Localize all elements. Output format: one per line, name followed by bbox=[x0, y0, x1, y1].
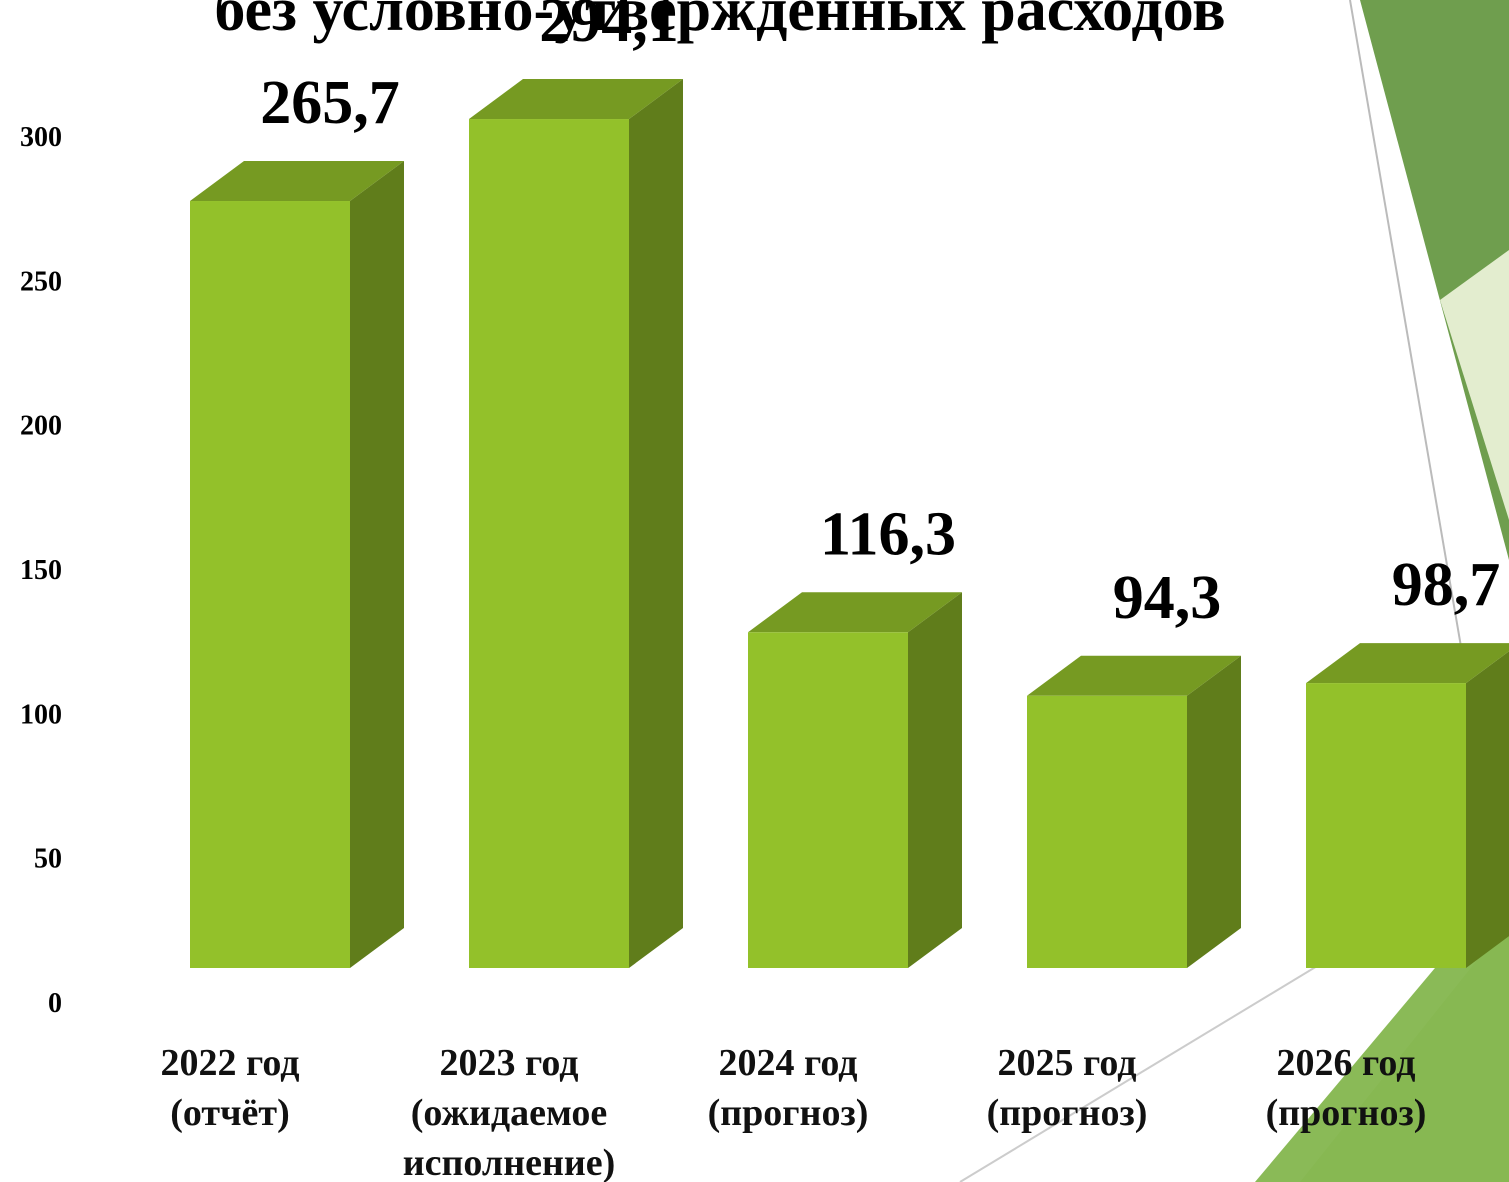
bar bbox=[1027, 695, 1187, 968]
bar-top bbox=[469, 79, 683, 120]
bar-top bbox=[190, 161, 404, 202]
bar-top bbox=[1306, 643, 1509, 684]
y-tick-label: 300 bbox=[20, 122, 62, 153]
bar bbox=[748, 632, 908, 968]
bar-side bbox=[908, 592, 962, 968]
value-label: 98,7 bbox=[1392, 551, 1501, 619]
bar bbox=[469, 119, 629, 969]
bar-side bbox=[350, 161, 404, 968]
y-tick-label: 150 bbox=[20, 555, 62, 586]
value-label: 294,1 bbox=[539, 0, 679, 55]
bar-side bbox=[1187, 655, 1241, 968]
bar bbox=[190, 201, 350, 968]
bar-side bbox=[629, 79, 683, 969]
y-tick-label: 50 bbox=[34, 844, 62, 875]
value-label: 116,3 bbox=[820, 500, 956, 568]
y-tick-label: 0 bbox=[48, 988, 62, 1019]
bar-top bbox=[748, 592, 962, 633]
bar-side bbox=[1466, 651, 1509, 968]
y-tick-label: 200 bbox=[20, 411, 62, 442]
x-tick-label: 2024 год (прогноз) bbox=[707, 1042, 869, 1134]
bar bbox=[1306, 683, 1466, 968]
x-tick-label: 2026 год (прогноз) bbox=[1265, 1042, 1427, 1134]
x-tick-label: 2025 год (прогноз) bbox=[986, 1042, 1148, 1134]
chart-title: без условно-утвержденных расходов bbox=[214, 0, 1225, 44]
y-tick-label: 250 bbox=[20, 266, 62, 297]
bar-top bbox=[1027, 655, 1241, 696]
value-label: 94,3 bbox=[1113, 564, 1222, 632]
x-tick-label: 2023 год (ожидаемое исполнение) bbox=[402, 1042, 616, 1182]
value-label: 265,7 bbox=[260, 69, 400, 137]
y-tick-label: 100 bbox=[20, 699, 62, 730]
x-tick-label: 2022 год (отчёт) bbox=[160, 1042, 300, 1134]
